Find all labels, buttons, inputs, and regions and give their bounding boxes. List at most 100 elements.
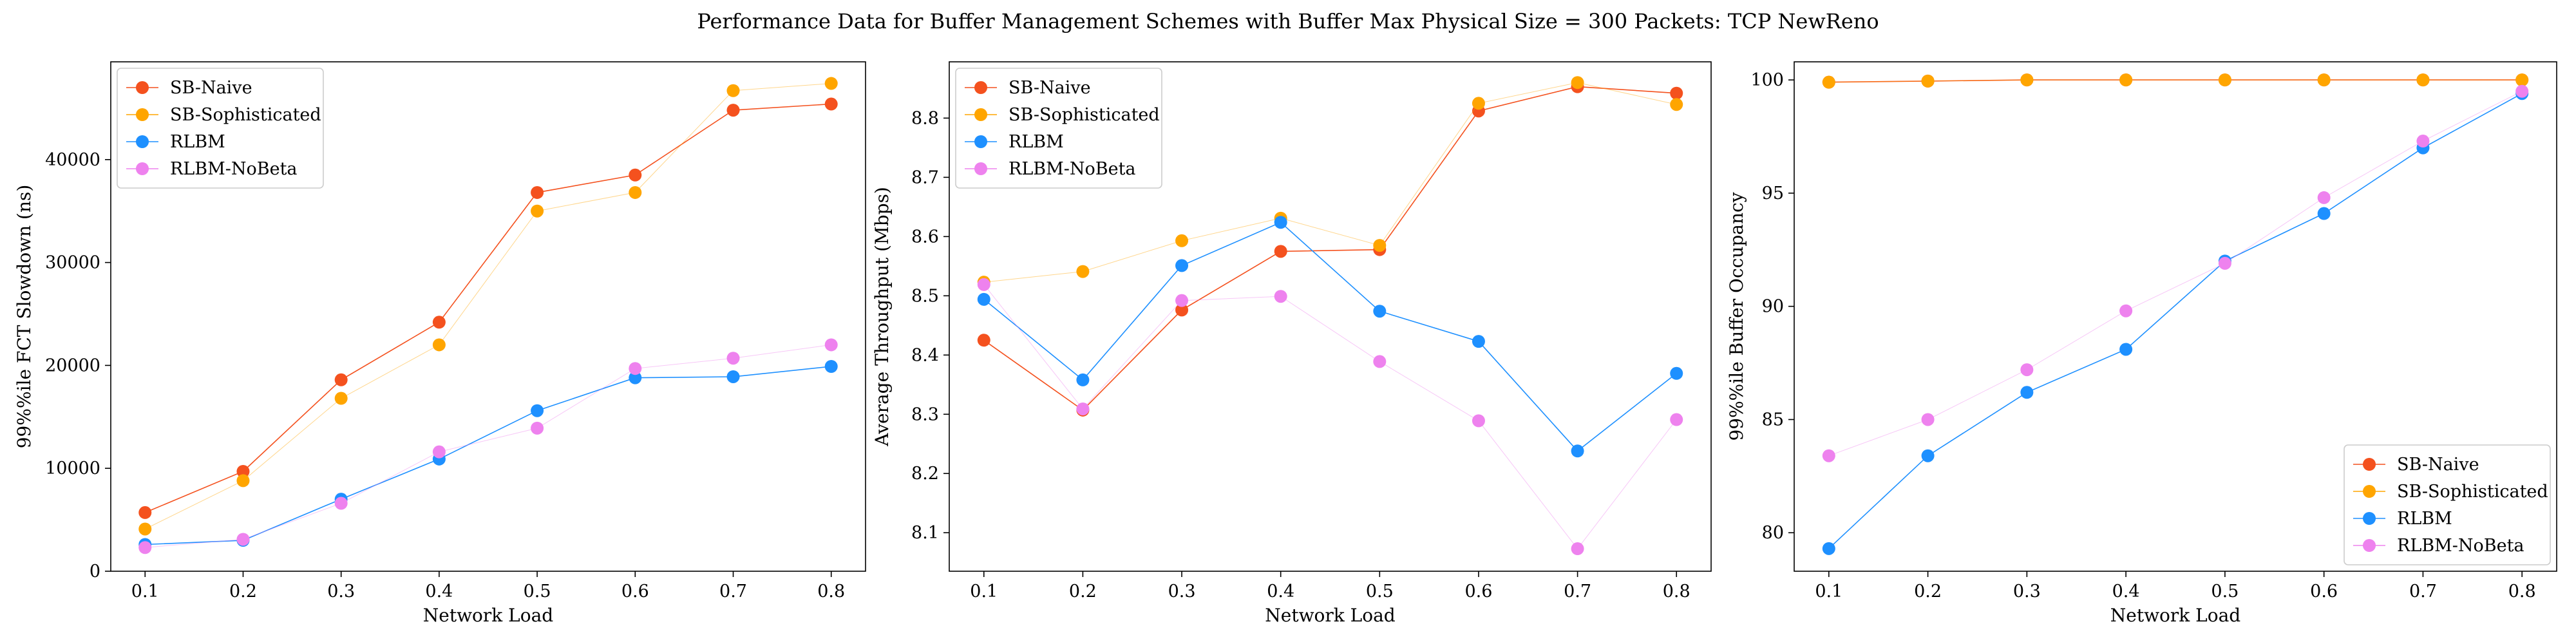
- data-point-sb-sophisticated: [1472, 97, 1485, 110]
- x-tick-label: 0.6: [2310, 582, 2338, 601]
- y-tick-label: 80: [1762, 523, 1784, 543]
- data-point-rlbm-nobeta: [2020, 363, 2034, 377]
- x-tick-label: 0.8: [817, 582, 845, 601]
- x-tick-label: 0.2: [1069, 582, 1097, 601]
- y-tick-label: 100: [1750, 70, 1784, 90]
- data-point-sb-sophisticated: [2119, 73, 2133, 87]
- data-point-rlbm: [1571, 444, 1584, 458]
- series-line-sb-naive: [1828, 79, 2523, 83]
- data-point-sb-sophisticated: [1822, 75, 1835, 89]
- data-point-sb-naive: [726, 104, 740, 117]
- x-tick-label: 0.5: [524, 582, 551, 601]
- legend-marker-rlbm-nobeta: [974, 162, 987, 175]
- data-point-rlbm: [726, 370, 740, 383]
- y-tick-label: 8.5: [911, 286, 939, 306]
- data-point-rlbm-nobeta: [1472, 414, 1485, 428]
- data-point-rlbm-nobeta: [2515, 84, 2529, 98]
- x-tick-label: 0.3: [2013, 582, 2041, 601]
- data-point-sb-sophisticated: [138, 522, 152, 536]
- y-tick-label: 20000: [45, 355, 100, 375]
- series-line-sb-naive: [983, 86, 1677, 411]
- data-point-rlbm-nobeta: [236, 533, 250, 546]
- data-point-rlbm: [629, 371, 642, 384]
- data-point-rlbm-nobeta: [1822, 449, 1835, 462]
- x-tick-label: 0.6: [621, 582, 649, 601]
- legend-box: [117, 68, 324, 189]
- data-point-rlbm: [1921, 449, 1935, 462]
- legend-label-sb-naive: SB-Naive: [170, 78, 252, 98]
- data-point-sb-naive: [1175, 303, 1189, 317]
- legend-box: [955, 68, 1162, 189]
- data-point-rlbm-nobeta: [1175, 294, 1189, 307]
- y-tick-label: 10000: [45, 459, 100, 478]
- y-tick-label: 30000: [45, 253, 100, 273]
- legend-label-sb-naive: SB-Naive: [1009, 78, 1091, 98]
- data-point-sb-sophisticated: [2020, 73, 2034, 87]
- series-line-sb-sophisticated: [145, 83, 831, 529]
- data-point-sb-sophisticated: [334, 392, 348, 405]
- x-tick-label: 0.1: [131, 582, 159, 601]
- data-point-rlbm: [1472, 335, 1485, 348]
- legend-label-sb-sophisticated: SB-Sophisticated: [2397, 482, 2548, 502]
- legend-label-sb-sophisticated: SB-Sophisticated: [1009, 105, 1160, 125]
- data-point-rlbm: [1670, 366, 1683, 380]
- x-tick-label: 0.2: [1914, 582, 1942, 601]
- legend-label-rlbm-nobeta: RLBM-NoBeta: [1009, 159, 1136, 179]
- x-tick-label: 0.7: [2409, 582, 2437, 601]
- data-point-sb-sophisticated: [824, 77, 838, 90]
- legend-box: [2344, 444, 2551, 565]
- series-line-rlbm-nobeta: [1828, 91, 2523, 457]
- data-point-rlbm: [824, 360, 838, 374]
- data-point-rlbm: [531, 404, 544, 417]
- data-point-rlbm-nobeta: [726, 352, 740, 365]
- data-point-rlbm: [1274, 216, 1287, 229]
- data-point-sb-naive: [629, 168, 642, 182]
- x-tick-label: 0.5: [2211, 582, 2239, 601]
- data-point-rlbm-nobeta: [138, 541, 152, 554]
- x-tick-label: 0.3: [1168, 582, 1196, 601]
- data-point-rlbm-nobeta: [432, 445, 446, 459]
- plot-frame: [1794, 61, 2557, 572]
- y-tick-label: 8.6: [911, 227, 939, 247]
- data-point-sb-naive: [138, 506, 152, 519]
- data-point-rlbm: [1373, 305, 1387, 318]
- figure-title: Performance Data for Buffer Management S…: [697, 9, 1879, 33]
- data-point-rlbm-nobeta: [334, 497, 348, 510]
- data-point-rlbm: [1076, 373, 1090, 386]
- y-tick-label: 8.3: [911, 404, 939, 424]
- data-point-rlbm-nobeta: [977, 278, 990, 291]
- data-point-sb-naive: [432, 316, 446, 329]
- legend-label-sb-sophisticated: SB-Sophisticated: [170, 105, 321, 125]
- legend-label-rlbm-nobeta: RLBM-NoBeta: [170, 159, 298, 179]
- data-point-rlbm-nobeta: [824, 338, 838, 352]
- legend-marker-rlbm: [974, 135, 987, 148]
- data-point-rlbm-nobeta: [1571, 542, 1584, 556]
- data-point-sb-naive: [334, 373, 348, 386]
- y-tick-label: 8.2: [911, 464, 939, 484]
- legend-marker-sb-naive: [974, 81, 987, 94]
- data-point-sb-sophisticated: [1076, 265, 1090, 278]
- legend-marker-rlbm: [136, 135, 149, 148]
- x-tick-label: 0.4: [1267, 582, 1294, 601]
- x-tick-label: 0.7: [719, 582, 747, 601]
- legend-marker-rlbm: [2363, 512, 2376, 525]
- x-tick-label: 0.6: [1464, 582, 1492, 601]
- data-point-sb-naive: [824, 97, 838, 111]
- data-point-rlbm-nobeta: [1076, 402, 1090, 415]
- legend-marker-sb-sophisticated: [974, 108, 987, 121]
- series-line-sb-sophisticated: [1828, 79, 2523, 83]
- data-point-sb-sophisticated: [1571, 76, 1584, 90]
- legend-marker-rlbm-nobeta: [2363, 539, 2376, 552]
- data-point-rlbm-nobeta: [1274, 290, 1287, 303]
- legend-label-rlbm: RLBM: [1009, 132, 1064, 152]
- y-tick-label: 85: [1762, 410, 1784, 430]
- data-point-sb-sophisticated: [1670, 98, 1683, 111]
- y-tick-label: 8.1: [911, 523, 939, 543]
- data-point-rlbm: [2317, 207, 2331, 220]
- data-point-sb-sophisticated: [2515, 73, 2529, 87]
- data-point-sb-sophisticated: [1921, 74, 1935, 88]
- series-line-rlbm: [145, 366, 831, 545]
- plot-frame: [110, 61, 866, 572]
